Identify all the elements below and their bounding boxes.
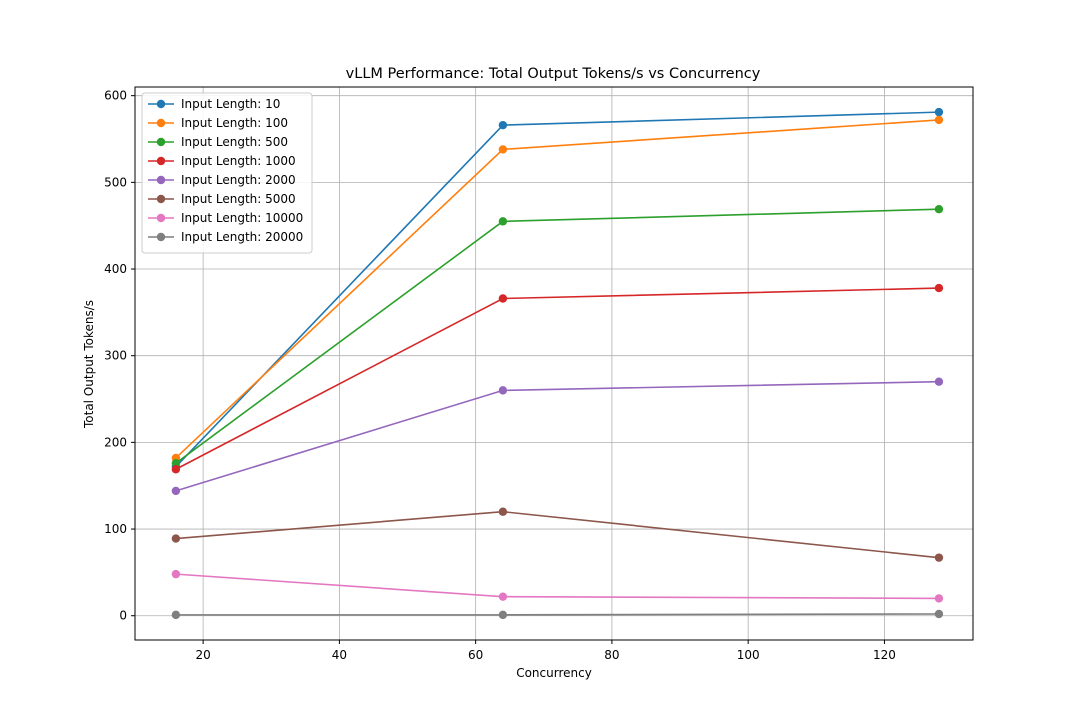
y-axis-label: Total Output Tokens/s bbox=[82, 300, 96, 429]
legend-label: Input Length: 20000 bbox=[181, 230, 303, 244]
data-point bbox=[934, 553, 944, 562]
y-tick-label: 0 bbox=[119, 609, 127, 623]
data-point bbox=[498, 507, 508, 516]
legend-label: Input Length: 10000 bbox=[181, 211, 303, 225]
x-tick-label: 60 bbox=[468, 648, 483, 662]
legend-label: Input Length: 2000 bbox=[181, 173, 296, 187]
series-line bbox=[175, 510, 940, 559]
legend-label: Input Length: 500 bbox=[181, 135, 288, 149]
legend-swatch-marker bbox=[156, 137, 166, 147]
y-tick-label: 300 bbox=[104, 349, 127, 363]
legend-swatch-marker bbox=[156, 156, 166, 166]
series-line bbox=[175, 613, 939, 616]
legend-label: Input Length: 5000 bbox=[181, 192, 296, 206]
legend-label: Input Length: 1000 bbox=[181, 154, 296, 168]
plot-frame bbox=[134, 86, 974, 641]
x-tick-label: 100 bbox=[737, 648, 760, 662]
data-point bbox=[934, 115, 944, 125]
x-axis-ticks: 20 40 60 80 100 120 bbox=[195, 640, 896, 662]
data-point bbox=[498, 592, 508, 601]
data-point bbox=[934, 609, 944, 619]
x-tick-label: 40 bbox=[332, 648, 347, 662]
series-group bbox=[171, 569, 944, 603]
data-point bbox=[171, 458, 181, 468]
series-lines bbox=[171, 107, 944, 620]
data-point bbox=[498, 294, 508, 303]
data-point bbox=[934, 594, 944, 603]
data-point bbox=[171, 465, 181, 474]
series-group bbox=[171, 205, 944, 468]
legend-swatch-marker bbox=[156, 99, 166, 109]
series-line bbox=[175, 380, 939, 492]
data-point bbox=[171, 610, 181, 620]
legend-swatch-marker bbox=[156, 194, 166, 204]
series-line bbox=[175, 573, 939, 600]
y-tick-label: 200 bbox=[104, 435, 127, 449]
legend-swatch-marker bbox=[156, 118, 166, 128]
data-point bbox=[498, 610, 508, 620]
x-tick-label: 80 bbox=[604, 648, 619, 662]
data-point bbox=[498, 386, 508, 395]
legend-label: Input Length: 100 bbox=[181, 116, 288, 130]
legend-box bbox=[141, 92, 313, 254]
series-group bbox=[171, 609, 944, 620]
y-tick-label: 600 bbox=[104, 89, 127, 103]
legend-label: Input Length: 10 bbox=[181, 97, 280, 111]
legend-swatch-marker bbox=[156, 213, 166, 223]
y-tick-label: 400 bbox=[104, 262, 127, 276]
data-point bbox=[934, 107, 944, 117]
x-tick-label: 120 bbox=[873, 648, 896, 662]
legend-swatch-marker bbox=[156, 175, 166, 185]
legend-swatch-marker bbox=[156, 232, 166, 242]
data-point bbox=[171, 569, 181, 579]
data-point bbox=[498, 217, 508, 226]
series-group bbox=[171, 283, 944, 474]
data-point bbox=[498, 145, 508, 154]
y-tick-label: 500 bbox=[104, 175, 127, 189]
data-point bbox=[171, 534, 181, 543]
x-axis-label: Concurrency bbox=[516, 666, 592, 680]
chart-title: vLLM Performance: Total Output Tokens/s … bbox=[346, 66, 761, 82]
x-tick-label: 20 bbox=[195, 648, 210, 662]
series-group bbox=[171, 377, 944, 496]
data-point bbox=[498, 120, 508, 130]
data-point bbox=[171, 486, 181, 496]
y-axis-ticks: 0 100 200 300 400 500 600 bbox=[104, 89, 135, 623]
series-group bbox=[171, 507, 944, 562]
data-point bbox=[934, 377, 944, 386]
y-tick-label: 100 bbox=[104, 522, 127, 536]
data-point bbox=[934, 205, 944, 214]
data-point bbox=[934, 283, 944, 293]
legend: Input Length: 10 Input Length: 100 Input L… bbox=[141, 92, 313, 254]
